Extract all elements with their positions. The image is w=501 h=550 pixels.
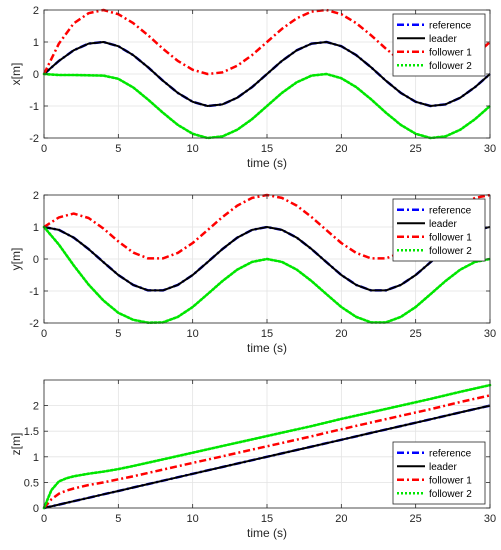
y-tick-label: -2 — [29, 133, 39, 145]
y-axis-label: z[m] — [9, 433, 23, 456]
x-tick-label: 20 — [335, 143, 347, 155]
y-tick-label: 2 — [33, 190, 39, 202]
legend-label: follower 1 — [429, 47, 472, 58]
y-tick-label: -1 — [29, 286, 39, 298]
x-tick-label: 15 — [261, 143, 273, 155]
y-tick-label: 0 — [33, 503, 39, 515]
series-line-follower-2 — [42, 383, 492, 510]
subplot-3: 0 5 10 15 20 25 30 0 0.5 1 1.5 2 time (s) z[m] referen… — [9, 379, 496, 540]
x-tick-label: 5 — [115, 143, 121, 155]
y-axis-label: x[m] — [9, 63, 23, 86]
legend-label: reference — [429, 448, 472, 459]
x-tick-label: 20 — [335, 328, 347, 340]
series-line-follower-1 — [43, 394, 491, 509]
y-tick-label: 2 — [33, 5, 39, 17]
series-line-follower-2 — [42, 225, 492, 325]
legend-label: reference — [429, 205, 472, 216]
x-tick-label: 30 — [484, 513, 496, 525]
x-tick-label: 10 — [187, 328, 199, 340]
x-tick-label: 10 — [187, 143, 199, 155]
x-tick-label: 0 — [41, 143, 47, 155]
y-tick-label: 0 — [33, 254, 39, 266]
legend-label: follower 2 — [429, 489, 472, 500]
legend: reference leader follower 1 follower 2 — [392, 441, 486, 505]
legend-label: follower 1 — [429, 475, 472, 486]
series-line-leader — [43, 41, 491, 107]
y-tick-label: 2 — [33, 401, 39, 413]
y-tick-label: -1 — [29, 101, 39, 113]
y-tick-label: 0.5 — [24, 477, 39, 489]
legend: reference leader follower 1 follower 2 — [392, 13, 486, 77]
legend-label: leader — [429, 219, 457, 230]
y-tick-label: -2 — [29, 318, 39, 330]
legend-label: leader — [429, 462, 457, 473]
subplot-2: 0 5 10 15 20 25 30 -2 -1 0 1 2 time (s) y[m] reference… — [9, 190, 496, 355]
x-tick-label: 30 — [484, 143, 496, 155]
legend-label: follower 2 — [429, 246, 472, 257]
x-axis-label: time (s) — [247, 526, 287, 540]
legend-label: follower 1 — [429, 232, 472, 243]
x-axis-label: time (s) — [247, 341, 287, 355]
x-tick-label: 25 — [410, 143, 422, 155]
x-axis-label: time (s) — [247, 156, 287, 170]
x-tick-label: 15 — [261, 513, 273, 525]
x-tick-label: 0 — [41, 513, 47, 525]
x-tick-label: 0 — [41, 328, 47, 340]
y-tick-label: 1 — [33, 222, 39, 234]
legend: reference leader follower 1 follower 2 — [392, 198, 486, 262]
x-tick-label: 25 — [410, 328, 422, 340]
x-tick-label: 25 — [410, 513, 422, 525]
series-line-follower-2 — [42, 72, 492, 140]
y-tick-label: 0 — [33, 69, 39, 81]
series-line-leader — [43, 226, 491, 292]
x-tick-label: 15 — [261, 328, 273, 340]
x-tick-label: 5 — [115, 328, 121, 340]
legend-label: leader — [429, 34, 457, 45]
series-line-follower-1 — [42, 8, 491, 76]
y-tick-label: 1 — [33, 37, 39, 49]
x-tick-label: 30 — [484, 328, 496, 340]
x-tick-label: 10 — [187, 513, 199, 525]
y-axis-label: y[m] — [9, 248, 23, 271]
series-line-leader — [43, 404, 491, 509]
x-tick-label: 20 — [335, 513, 347, 525]
y-tick-label: 1.5 — [24, 426, 39, 438]
subplot-1: 0 5 10 15 20 25 30 -2 -1 0 1 2 time (s) x[m] reference… — [9, 5, 496, 170]
x-tick-label: 5 — [115, 513, 121, 525]
legend-label: reference — [429, 20, 472, 31]
y-tick-label: 1 — [33, 452, 39, 464]
legend-label: follower 2 — [429, 61, 472, 72]
